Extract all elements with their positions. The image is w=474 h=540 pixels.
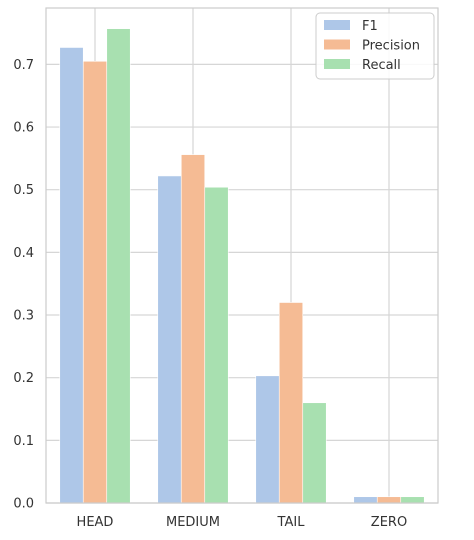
bars [59,28,425,504]
y-tick-label: 0.7 [13,58,34,73]
legend: F1 Precision Recall [315,12,435,80]
axes: 0.0 0.1 0.2 0.3 0.4 0.5 0.6 0.7 HEAD MEDIUM TAIL ZE… [13,7,439,530]
bar-recall-tail [302,402,327,504]
x-tick-label: MEDIUM [166,515,220,530]
bar-precision-zero [376,496,402,504]
legend-swatch [324,20,350,30]
legend-swatch [324,39,350,50]
bar-recall-zero [400,496,425,504]
bar-f1-head [59,47,84,504]
bar-precision-tail [278,302,304,504]
y-tick-label: 0.3 [13,309,34,324]
y-tick-label: 0.1 [13,434,34,449]
x-tick-label: ZERO [371,515,407,530]
legend-label: Recall [362,58,401,73]
y-tick-label: 0.5 [13,183,34,198]
plot-frame [45,7,439,504]
bar-recall-head [106,28,131,504]
legend-swatch [324,59,350,69]
legend-label: Precision [362,39,420,54]
bar-f1-zero [353,496,378,504]
bar-precision-medium [180,154,206,504]
x-tick-label: TAIL [277,515,306,530]
y-tick-label: 0.0 [13,497,34,512]
legend-label: F1 [362,19,378,34]
bar-f1-tail [255,375,280,504]
y-tick-label: 0.6 [13,121,34,136]
y-tick-label: 0.4 [13,246,34,261]
bar-f1-medium [157,175,182,504]
bar-precision-head [82,60,108,504]
y-tick-label: 0.2 [13,371,34,386]
bar-recall-medium [204,186,229,504]
x-tick-label: HEAD [77,515,114,530]
